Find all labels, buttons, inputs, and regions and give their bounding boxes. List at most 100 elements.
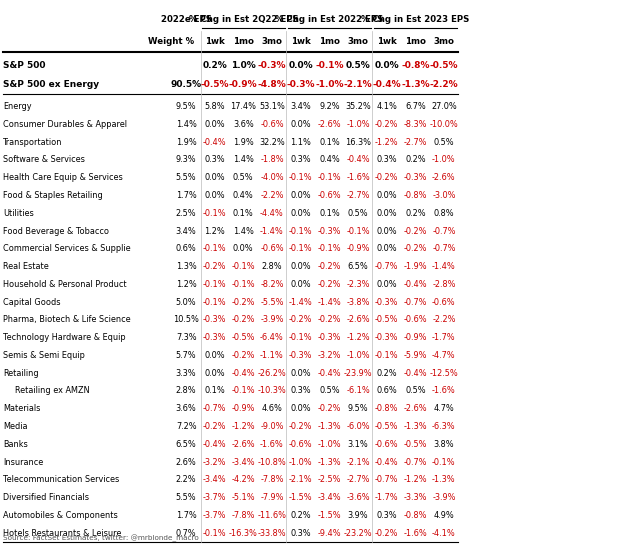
Text: -0.4%: -0.4%	[372, 80, 401, 89]
Text: -0.3%: -0.3%	[289, 351, 312, 360]
Text: -3.9%: -3.9%	[260, 315, 284, 325]
Text: 6.5%: 6.5%	[176, 440, 196, 449]
Text: 0.4%: 0.4%	[233, 191, 254, 200]
Text: 5.7%: 5.7%	[176, 351, 196, 360]
Text: -2.1%: -2.1%	[289, 475, 312, 484]
Text: 10.5%: 10.5%	[173, 315, 199, 325]
Text: -0.7%: -0.7%	[375, 475, 399, 484]
Text: -1.1%: -1.1%	[260, 351, 284, 360]
Text: 1wk: 1wk	[377, 38, 397, 46]
Text: -0.1%: -0.1%	[289, 173, 312, 182]
Text: 3.8%: 3.8%	[433, 440, 454, 449]
Text: -2.3%: -2.3%	[346, 280, 370, 289]
Text: -0.9%: -0.9%	[404, 333, 427, 342]
Text: 0.3%: 0.3%	[204, 156, 225, 164]
Text: 0.5%: 0.5%	[433, 137, 454, 147]
Text: Food Beverage & Tobacco: Food Beverage & Tobacco	[3, 226, 109, 236]
Text: -0.3%: -0.3%	[404, 173, 427, 182]
Text: 17.4%: 17.4%	[230, 102, 256, 111]
Text: -0.4%: -0.4%	[375, 458, 399, 466]
Text: 0.1%: 0.1%	[204, 386, 225, 395]
Text: -1.5%: -1.5%	[317, 511, 341, 520]
Text: -8.3%: -8.3%	[404, 120, 427, 129]
Text: % Chg in Est 2023 EPS: % Chg in Est 2023 EPS	[361, 15, 469, 24]
Text: -4.1%: -4.1%	[432, 529, 456, 538]
Text: % Chg in Est 2022 EPS: % Chg in Est 2022 EPS	[275, 15, 384, 24]
Text: -1.3%: -1.3%	[317, 422, 341, 431]
Text: -0.6%: -0.6%	[317, 191, 341, 200]
Text: 0.0%: 0.0%	[290, 209, 311, 217]
Text: S&P 500 ex Energy: S&P 500 ex Energy	[3, 80, 99, 89]
Text: 0.0%: 0.0%	[204, 120, 225, 129]
Text: -0.1%: -0.1%	[203, 298, 227, 306]
Text: -0.3%: -0.3%	[257, 61, 286, 70]
Text: 0.1%: 0.1%	[319, 137, 339, 147]
Text: -0.8%: -0.8%	[401, 61, 430, 70]
Text: -6.4%: -6.4%	[260, 333, 284, 342]
Text: -0.2%: -0.2%	[317, 262, 341, 271]
Text: -4.7%: -4.7%	[432, 351, 456, 360]
Text: -4.8%: -4.8%	[257, 80, 286, 89]
Text: 1.9%: 1.9%	[176, 137, 196, 147]
Text: 35.2%: 35.2%	[345, 102, 371, 111]
Text: -2.6%: -2.6%	[317, 120, 341, 129]
Text: Transportation: Transportation	[3, 137, 62, 147]
Text: -0.7%: -0.7%	[375, 262, 399, 271]
Text: -0.1%: -0.1%	[317, 173, 341, 182]
Text: -1.3%: -1.3%	[432, 475, 456, 484]
Text: 6.7%: 6.7%	[405, 102, 426, 111]
Text: -1.0%: -1.0%	[289, 458, 312, 466]
Text: 2.5%: 2.5%	[176, 209, 196, 217]
Text: -0.7%: -0.7%	[404, 298, 427, 306]
Text: 1mo: 1mo	[233, 38, 254, 46]
Text: -0.1%: -0.1%	[203, 280, 227, 289]
Text: 0.5%: 0.5%	[405, 386, 426, 395]
Text: -0.6%: -0.6%	[289, 440, 312, 449]
Text: 3mo: 3mo	[348, 38, 369, 46]
Text: 1.4%: 1.4%	[175, 120, 197, 129]
Text: Household & Personal Product: Household & Personal Product	[3, 280, 127, 289]
Text: 0.6%: 0.6%	[176, 245, 196, 253]
Text: -3.0%: -3.0%	[432, 191, 456, 200]
Text: 16.3%: 16.3%	[345, 137, 371, 147]
Text: -0.1%: -0.1%	[289, 226, 312, 236]
Text: -12.5%: -12.5%	[430, 369, 458, 378]
Text: -1.7%: -1.7%	[432, 333, 456, 342]
Text: -6.1%: -6.1%	[346, 386, 370, 395]
Text: 1.1%: 1.1%	[290, 137, 311, 147]
Text: 0.5%: 0.5%	[233, 173, 254, 182]
Text: 4.7%: 4.7%	[433, 404, 454, 413]
Text: 6.5%: 6.5%	[348, 262, 369, 271]
Text: -0.3%: -0.3%	[375, 298, 399, 306]
Text: -1.4%: -1.4%	[260, 226, 284, 236]
Text: 3.6%: 3.6%	[233, 120, 254, 129]
Text: -9.0%: -9.0%	[260, 422, 284, 431]
Text: -2.6%: -2.6%	[346, 315, 370, 325]
Text: Real Estate: Real Estate	[3, 262, 49, 271]
Text: -0.8%: -0.8%	[404, 191, 427, 200]
Text: 3.4%: 3.4%	[290, 102, 311, 111]
Text: 1.7%: 1.7%	[176, 511, 196, 520]
Text: Banks: Banks	[3, 440, 28, 449]
Text: -3.3%: -3.3%	[404, 493, 427, 502]
Text: 2022e EPS: 2022e EPS	[161, 15, 211, 24]
Text: -0.3%: -0.3%	[317, 226, 341, 236]
Text: -0.1%: -0.1%	[289, 333, 312, 342]
Text: -6.0%: -6.0%	[346, 422, 370, 431]
Text: -3.2%: -3.2%	[317, 351, 341, 360]
Text: -7.8%: -7.8%	[232, 511, 255, 520]
Text: -0.9%: -0.9%	[346, 245, 370, 253]
Text: -5.9%: -5.9%	[404, 351, 427, 360]
Text: 7.3%: 7.3%	[176, 333, 196, 342]
Text: -2.7%: -2.7%	[404, 137, 427, 147]
Text: 0.3%: 0.3%	[377, 156, 397, 164]
Text: Utilities: Utilities	[3, 209, 34, 217]
Text: 0.2%: 0.2%	[377, 369, 397, 378]
Text: -3.2%: -3.2%	[203, 458, 227, 466]
Text: 0.4%: 0.4%	[319, 156, 339, 164]
Text: 1mo: 1mo	[319, 38, 340, 46]
Text: Energy: Energy	[3, 102, 32, 111]
Text: -2.8%: -2.8%	[432, 280, 456, 289]
Text: -3.7%: -3.7%	[203, 511, 227, 520]
Text: 0.0%: 0.0%	[377, 280, 397, 289]
